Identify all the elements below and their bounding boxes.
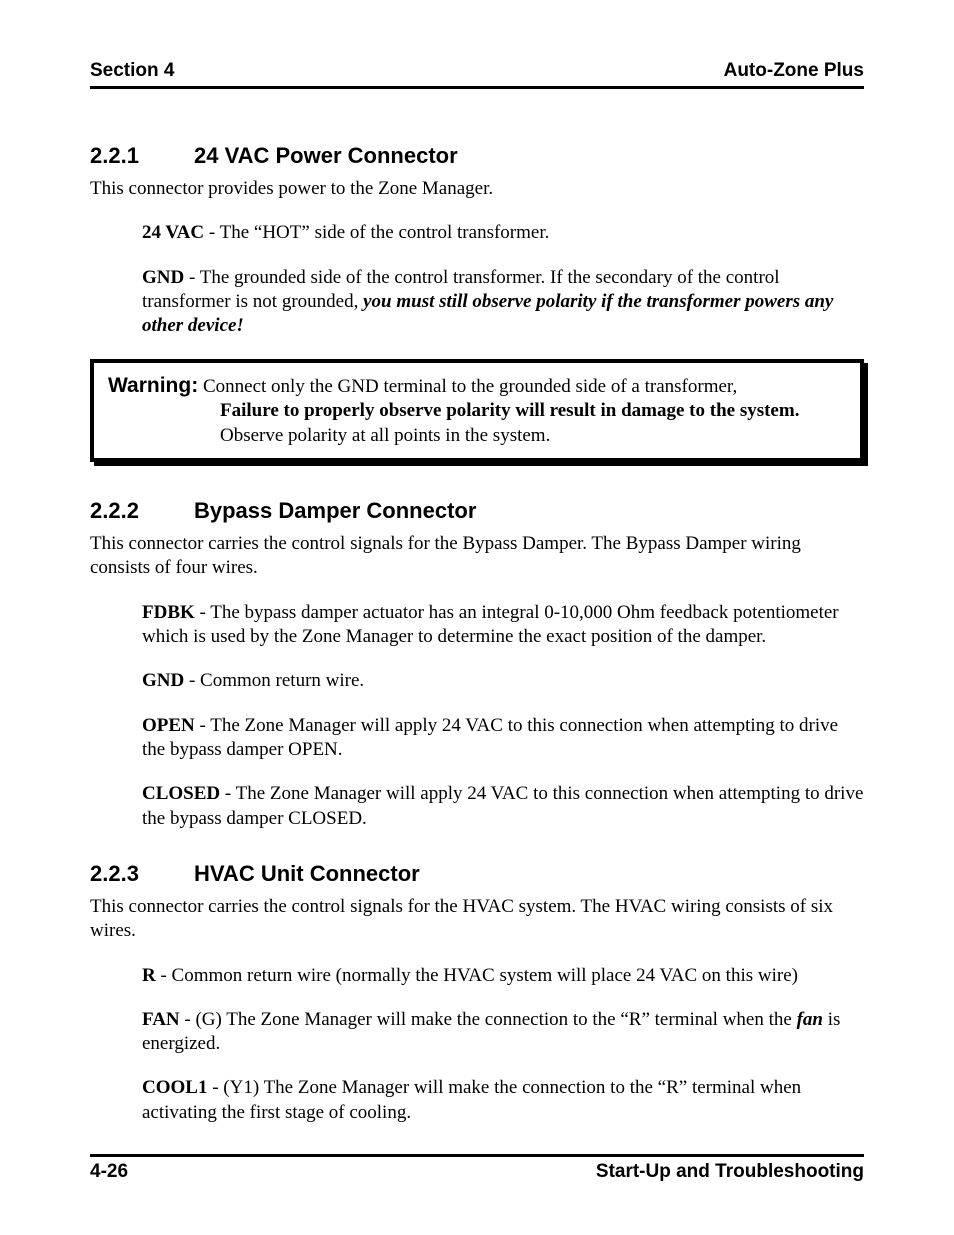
section-223-title: HVAC Unit Connector xyxy=(194,861,420,886)
section-221-title: 24 VAC Power Connector xyxy=(194,143,458,168)
section-223-heading: 2.2.3HVAC Unit Connector xyxy=(90,861,864,887)
warning-box: Warning: Connect only the GND terminal t… xyxy=(90,359,864,463)
section-222-num: 2.2.2 xyxy=(90,498,194,524)
section-222-title: Bypass Damper Connector xyxy=(194,498,476,523)
section-223: 2.2.3HVAC Unit Connector This connector … xyxy=(90,861,864,1125)
footer-right: Start-Up and Troubleshooting xyxy=(596,1161,864,1183)
term-cool1-text: - (Y1) The Zone Manager will make the co… xyxy=(142,1077,801,1122)
term-closed-text: - The Zone Manager will apply 24 VAC to … xyxy=(142,783,863,828)
section-222: 2.2.2Bypass Damper Connector This connec… xyxy=(90,498,864,831)
term-gnd-221: GND - The grounded side of the control t… xyxy=(142,266,864,339)
footer-left: 4-26 xyxy=(90,1161,128,1183)
term-24vac-label: 24 VAC xyxy=(142,222,204,243)
section-223-intro: This connector carries the control signa… xyxy=(90,895,864,944)
section-223-terms: R - Common return wire (normally the HVA… xyxy=(142,964,864,1126)
term-cool1: COOL1 - (Y1) The Zone Manager will make … xyxy=(142,1076,864,1125)
term-open-text: - The Zone Manager will apply 24 VAC to … xyxy=(142,715,838,760)
term-fan-text-a: - (G) The Zone Manager will make the con… xyxy=(180,1009,797,1030)
warning-continuation: Failure to properly observe polarity wil… xyxy=(220,399,846,448)
warning-line1: Connect only the GND terminal to the gro… xyxy=(198,376,737,397)
term-gnd-222: GND - Common return wire. xyxy=(142,669,864,693)
term-fdbk-text: - The bypass damper actuator has an inte… xyxy=(142,602,839,647)
section-221-terms: 24 VAC - The “HOT” side of the control t… xyxy=(142,221,864,338)
term-24vac: 24 VAC - The “HOT” side of the control t… xyxy=(142,221,864,245)
term-open: OPEN - The Zone Manager will apply 24 VA… xyxy=(142,714,864,763)
section-221-heading: 2.2.124 VAC Power Connector xyxy=(90,143,864,169)
page-header: Section 4 Auto-Zone Plus xyxy=(90,60,864,89)
term-r-label: R xyxy=(142,965,156,986)
section-221: 2.2.124 VAC Power Connector This connect… xyxy=(90,143,864,462)
term-closed: CLOSED - The Zone Manager will apply 24 … xyxy=(142,782,864,831)
term-cool1-label: COOL1 xyxy=(142,1077,207,1098)
section-221-intro: This connector provides power to the Zon… xyxy=(90,177,864,201)
warning-line2: Observe polarity at all points in the sy… xyxy=(220,425,550,446)
warning-bold: Failure to properly observe polarity wil… xyxy=(220,400,799,421)
section-223-num: 2.2.3 xyxy=(90,861,194,887)
term-fan: FAN - (G) The Zone Manager will make the… xyxy=(142,1008,864,1057)
header-right: Auto-Zone Plus xyxy=(724,60,864,82)
warning-label: Warning: xyxy=(108,374,198,397)
term-gnd-222-text: - Common return wire. xyxy=(184,670,364,691)
term-fan-text-b: fan xyxy=(797,1009,823,1030)
term-closed-label: CLOSED xyxy=(142,783,220,804)
term-gnd-221-label: GND xyxy=(142,267,184,288)
term-r-text: - Common return wire (normally the HVAC … xyxy=(156,965,798,986)
warning-content: Warning: Connect only the GND terminal t… xyxy=(108,373,846,449)
term-fdbk-label: FDBK xyxy=(142,602,195,623)
page-footer: 4-26 Start-Up and Troubleshooting xyxy=(90,1154,864,1183)
term-fan-label: FAN xyxy=(142,1009,180,1030)
term-r: R - Common return wire (normally the HVA… xyxy=(142,964,864,988)
section-222-terms: FDBK - The bypass damper actuator has an… xyxy=(142,601,864,831)
section-221-num: 2.2.1 xyxy=(90,143,194,169)
term-24vac-text: - The “HOT” side of the control transfor… xyxy=(204,222,549,243)
term-fdbk: FDBK - The bypass damper actuator has an… xyxy=(142,601,864,650)
section-222-heading: 2.2.2Bypass Damper Connector xyxy=(90,498,864,524)
term-gnd-222-label: GND xyxy=(142,670,184,691)
section-222-intro: This connector carries the control signa… xyxy=(90,532,864,581)
term-open-label: OPEN xyxy=(142,715,195,736)
header-left: Section 4 xyxy=(90,60,174,82)
